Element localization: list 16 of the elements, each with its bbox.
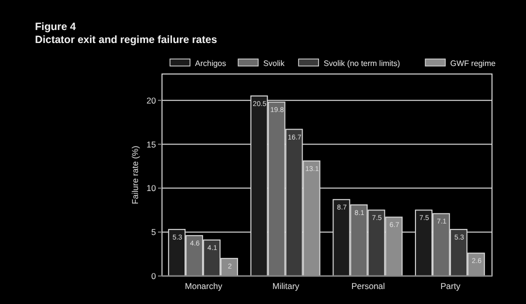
y-tick-label: 0 xyxy=(151,271,156,281)
y-tick-label: 5 xyxy=(151,227,156,238)
text: Figure 4 xyxy=(35,21,76,33)
x-tick-label: Military xyxy=(272,281,300,291)
y-tick-label: 15 xyxy=(146,139,156,150)
chart-subtitle: Dictator exit and regime failure rates xyxy=(35,34,218,46)
x-tick-label: Monarchy xyxy=(184,281,223,291)
legend-label: Archigos xyxy=(195,59,226,68)
x-tick-label: Personal xyxy=(351,281,386,291)
legend-label: Svolik (no term limits) xyxy=(324,59,400,68)
y-tick-label: 10 xyxy=(146,183,156,194)
x-tick-label: Party xyxy=(440,281,462,291)
legend-label: Svolik xyxy=(263,59,286,68)
legend-label: GWF regime xyxy=(450,59,496,68)
y-axis-title: Failure rate (%) xyxy=(130,146,140,204)
y-tick-label: 20 xyxy=(146,95,156,106)
